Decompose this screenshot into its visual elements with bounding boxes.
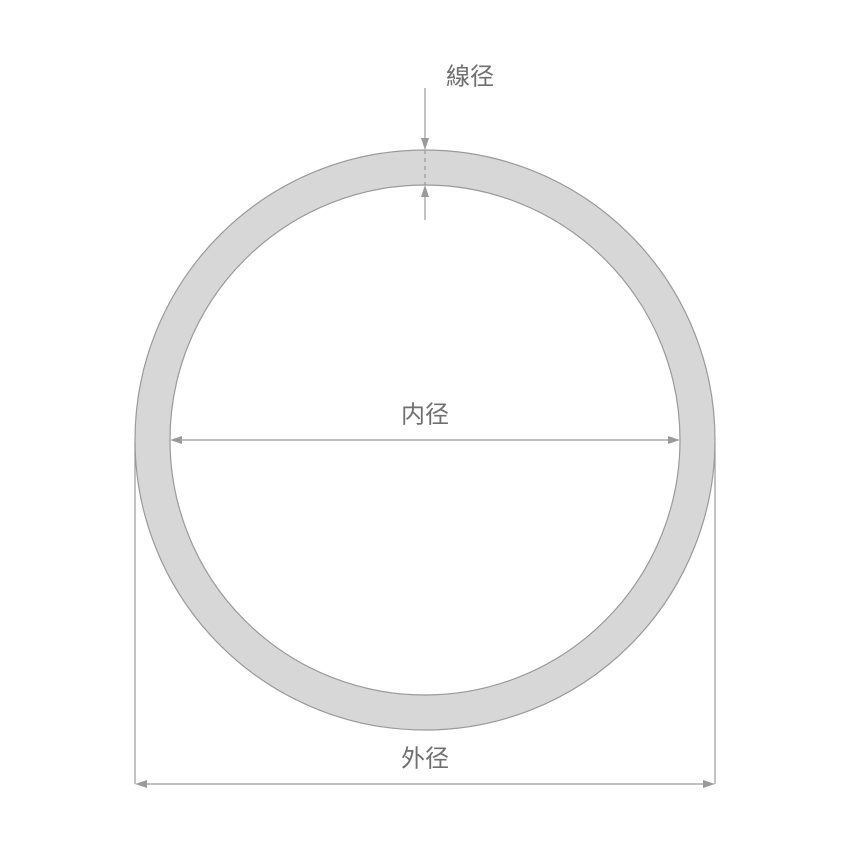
wire-bottom-arrow-head	[421, 185, 429, 197]
outer-diameter-arrow-left	[135, 780, 147, 788]
inner-diameter-dimension: 内径	[170, 401, 680, 444]
oring-dimension-diagram: 線径 内径 外径	[0, 0, 850, 850]
inner-diameter-label: 内径	[401, 401, 449, 428]
wire-diameter-dimension: 線径	[421, 63, 494, 220]
wire-top-arrow-head	[421, 138, 429, 150]
outer-diameter-label: 外径	[401, 745, 449, 772]
wire-diameter-label: 線径	[446, 63, 494, 90]
inner-diameter-arrow-right	[668, 436, 680, 444]
inner-diameter-arrow-left	[170, 436, 182, 444]
outer-diameter-arrow-right	[703, 780, 715, 788]
